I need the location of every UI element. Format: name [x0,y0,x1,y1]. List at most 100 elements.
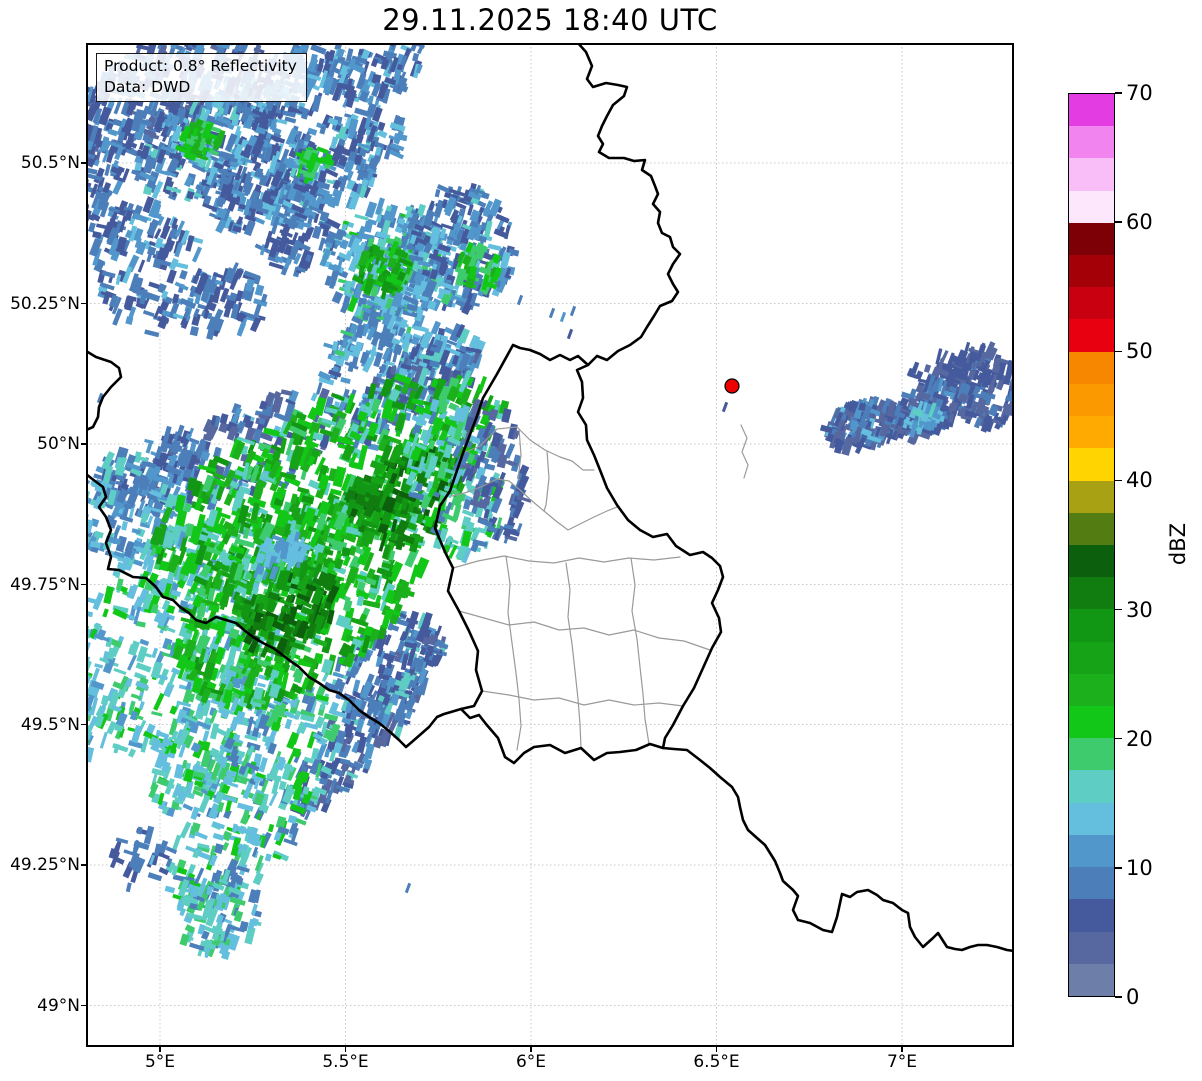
colorbar-segment [1069,931,1114,964]
colorbar-tick-label: 50 [1126,339,1153,364]
echo-cluster-f6 [164,684,347,915]
echo-cluster-f12 [253,531,312,581]
colorbar-segment [1069,158,1114,191]
colorbar-segment [1069,609,1114,642]
echo-cluster-u14 [323,278,455,369]
colorbar [1068,93,1115,997]
colorbar-segment [1069,706,1114,739]
colorbar-segment [1069,287,1114,320]
y-tick-mark [81,1004,86,1007]
colorbar-segment [1069,93,1114,127]
product-annotation: Product: 0.8° Reflectivity Data: DWD [96,53,307,103]
echo-cluster-u15 [254,204,341,278]
colorbar-tick-label: 20 [1126,726,1153,751]
y-tick-label: 49.75°N [10,574,80,595]
colorbar-segment [1069,351,1114,384]
colorbar-segment [1069,834,1114,868]
district-borders [451,424,749,751]
colorbar-segment [1069,480,1114,513]
x-tick-label: 6°E [515,1052,547,1072]
annotation-product-line: Product: 0.8° Reflectivity [104,57,297,75]
colorbar-tick-label: 60 [1126,210,1153,235]
x-tick-mark [715,1047,718,1052]
echo-speck [566,328,574,340]
colorbar-tick-mark [1115,479,1122,482]
colorbar-tick-label: 0 [1126,985,1140,1009]
country-borders [86,43,1014,953]
radar-site-marker [724,378,740,394]
echo-cluster-f7 [179,866,262,960]
echo-cluster-r1 [819,395,907,456]
colorbar-segment [1069,738,1114,771]
y-tick-label: 49.25°N [10,855,80,875]
y-tick-mark [81,864,86,866]
colorbar-segment [1069,126,1114,159]
x-tick-mark [159,1047,161,1052]
colorbar-segment [1069,963,1114,996]
colorbar-tick-label: 70 [1126,81,1153,105]
echo-speck [569,305,577,317]
y-tick-label: 50°N [37,434,80,454]
colorbar-tick-label: 40 [1126,468,1153,493]
x-tick-label: 5.5°E [322,1052,369,1072]
colorbar-tick-mark [1115,867,1122,869]
y-tick-label: 49°N [37,995,80,1016]
annotation-data-line: Data: DWD [104,77,191,96]
colorbar-segment [1069,770,1114,803]
colorbar-segment [1069,641,1114,674]
x-tick-label: 5°E [144,1052,176,1072]
echo-cluster-u8 [251,102,408,231]
x-tick-mark [901,1047,903,1052]
plot-frame [86,43,1014,1047]
colorbar-tick-mark [1115,350,1122,352]
x-tick-label: 7°E [886,1052,918,1072]
colorbar-segment [1069,319,1114,352]
echo-cluster-u3 [175,118,226,161]
colorbar-tick-mark [1115,996,1122,998]
colorbar-segment [1069,577,1114,610]
echo-speck [404,882,412,894]
colorbar-segment [1069,254,1114,288]
colorbar-label: dBZ [1166,522,1190,566]
echo-speck [833,437,841,449]
colorbar-tick-label: 10 [1126,855,1153,880]
colorbar-segment [1069,190,1114,223]
echo-speck [874,426,882,438]
x-tick-mark [344,1047,347,1052]
colorbar-segment [1069,512,1114,545]
colorbar-segment [1069,673,1114,707]
figure-title: 29.11.2025 18:40 UTC [382,3,718,37]
echo-cluster-u17 [179,262,268,340]
colorbar-segment [1069,867,1114,900]
echo-speck [474,184,482,196]
echo-cluster-r4 [906,341,998,384]
colorbar-tick-mark [1115,608,1122,611]
map-canvas [86,43,1014,1047]
colorbar-segment [1069,448,1114,481]
y-tick-mark [81,583,86,586]
radar-site-dot [724,378,740,394]
echo-speck [548,307,556,319]
echo-cluster-u16 [89,196,207,338]
colorbar-tick-mark [1115,738,1122,740]
y-tick-label: 50.25°N [10,293,80,314]
echo-speck [516,294,524,306]
y-tick-label: 50.5°N [20,153,80,173]
colorbar-segment [1069,802,1114,835]
echo-cluster-u11 [351,240,417,301]
y-tick-mark [81,162,86,164]
echo-cluster-r2b [902,400,945,438]
colorbar-segment [1069,222,1114,255]
echo-cluster-f10 [458,398,532,544]
colorbar-segment [1069,416,1114,449]
colorbar-tick-mark [1115,221,1122,223]
echo-speck [132,839,140,851]
colorbar-tick-mark [1115,92,1122,94]
y-tick-mark [81,723,86,726]
colorbar-tick-label: 30 [1126,597,1153,622]
colorbar-segment [1069,544,1114,578]
colorbar-segment [1069,899,1114,932]
y-tick-mark [81,443,86,445]
y-tick-label: 49.5°N [20,714,80,735]
